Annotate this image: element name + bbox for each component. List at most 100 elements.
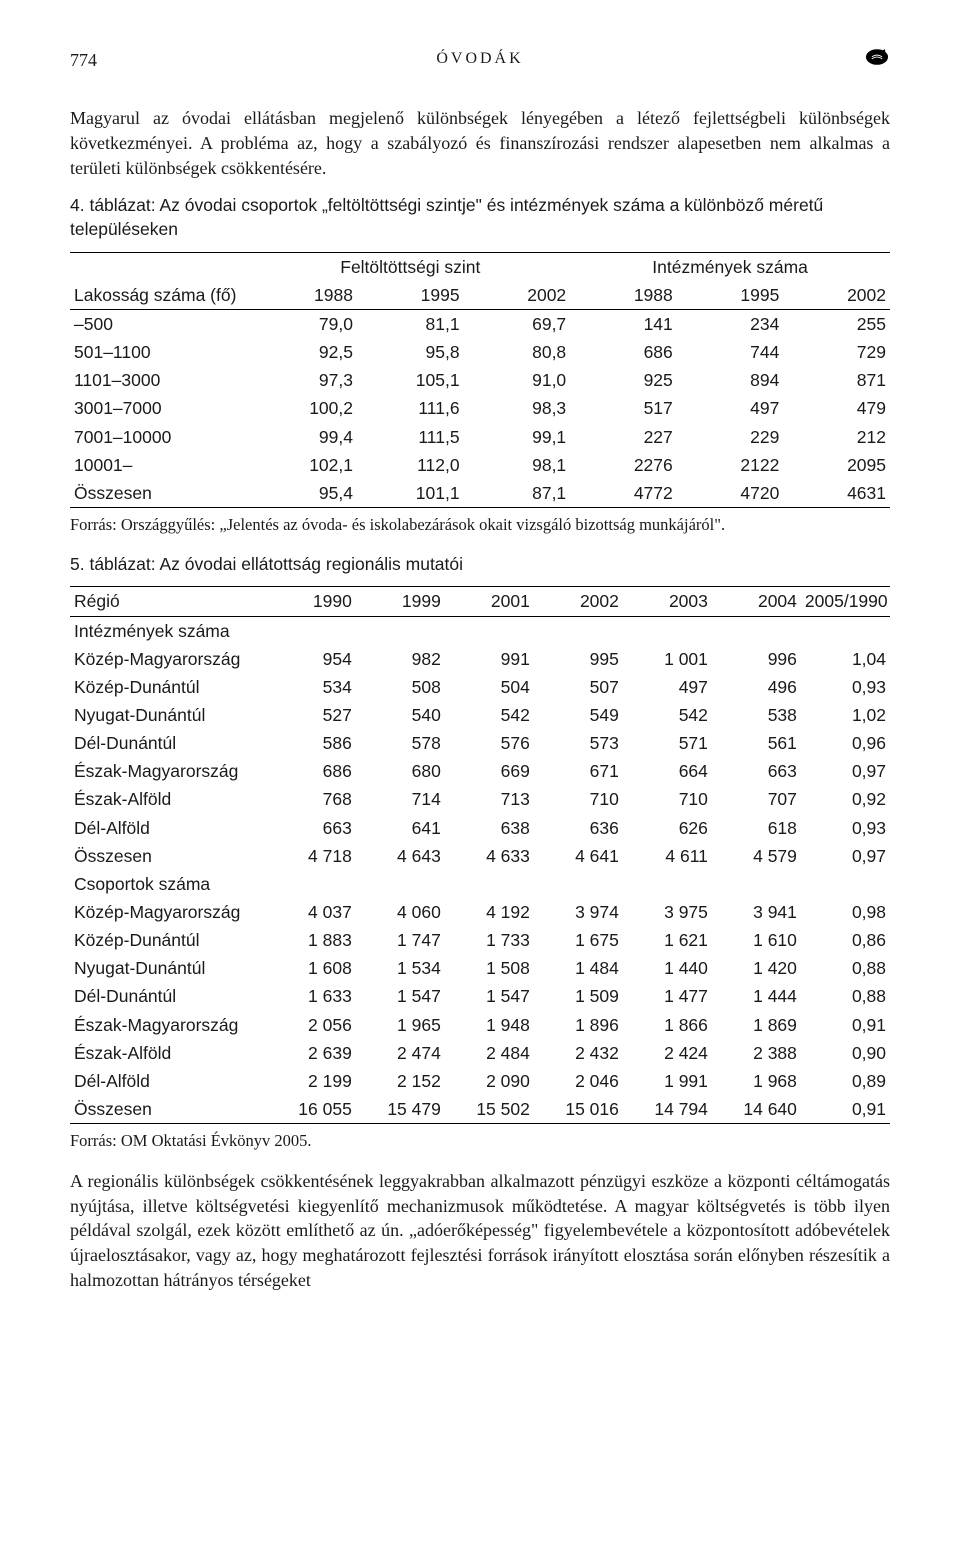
table-cell: 0,88 xyxy=(801,954,890,982)
table-cell: 995 xyxy=(534,645,623,673)
table-row-label: Észak-Alföld xyxy=(70,785,267,813)
table-cell: 0,88 xyxy=(801,982,890,1010)
table-cell: 1 991 xyxy=(623,1067,712,1095)
table-cell: 2 199 xyxy=(267,1067,356,1095)
table-cell: 982 xyxy=(356,645,445,673)
table-cell: 2 090 xyxy=(445,1067,534,1095)
table-cell: 92,5 xyxy=(250,338,357,366)
table-cell: 1 420 xyxy=(712,954,801,982)
table-cell: 141 xyxy=(570,310,677,339)
table-cell: 1 883 xyxy=(267,926,356,954)
table-cell: 894 xyxy=(677,366,784,394)
table-row-label: Észak-Magyarország xyxy=(70,757,267,785)
table-cell: 14 640 xyxy=(712,1095,801,1124)
table-cell: 2 424 xyxy=(623,1039,712,1067)
table-row-label: 1101–3000 xyxy=(70,366,250,394)
table5-col-header: 2005/1990 xyxy=(801,587,890,616)
table-cell: 112,0 xyxy=(357,451,464,479)
table-cell: 69,7 xyxy=(464,310,571,339)
table-row-label: Közép-Magyarország xyxy=(70,898,267,926)
table4-source: Forrás: Országgyűlés: „Jelentés az óvoda… xyxy=(70,514,890,537)
table-cell: 534 xyxy=(267,673,356,701)
table-row-label: Összesen xyxy=(70,1095,267,1124)
table-cell: 1 675 xyxy=(534,926,623,954)
table-row-label: Közép-Dunántúl xyxy=(70,673,267,701)
table4-group-header-1: Feltöltöttségi szint xyxy=(250,252,570,281)
table-cell: 0,91 xyxy=(801,1011,890,1039)
table-cell: 4 037 xyxy=(267,898,356,926)
table-cell: 576 xyxy=(445,729,534,757)
table-cell: 0,91 xyxy=(801,1095,890,1124)
table-cell: 80,8 xyxy=(464,338,571,366)
table4-caption: 4. táblázat: Az óvodai csoportok „feltöl… xyxy=(70,194,890,241)
table-cell: 0,97 xyxy=(801,757,890,785)
table5-col-header: 1999 xyxy=(356,587,445,616)
table-cell: 255 xyxy=(783,310,890,339)
table-cell: 1 001 xyxy=(623,645,712,673)
table-cell: 1 733 xyxy=(445,926,534,954)
table-cell: 497 xyxy=(677,394,784,422)
table5-col-header: 2002 xyxy=(534,587,623,616)
table-cell: 1 965 xyxy=(356,1011,445,1039)
table-cell: 100,2 xyxy=(250,394,357,422)
table-cell: 729 xyxy=(783,338,890,366)
table-cell: 4 718 xyxy=(267,842,356,870)
table4-col-year: 1988 xyxy=(250,281,357,310)
table-row-label: Összesen xyxy=(70,842,267,870)
table-cell: 212 xyxy=(783,423,890,451)
table-row-label: Észak-Alföld xyxy=(70,1039,267,1067)
table-cell: 4 192 xyxy=(445,898,534,926)
table-cell: 527 xyxy=(267,701,356,729)
table-cell: 664 xyxy=(623,757,712,785)
table-cell: 707 xyxy=(712,785,801,813)
table4-col-year: 1995 xyxy=(677,281,784,310)
table-cell: 2 484 xyxy=(445,1039,534,1067)
table-cell: 507 xyxy=(534,673,623,701)
table-cell: 571 xyxy=(623,729,712,757)
table-cell: 15 502 xyxy=(445,1095,534,1124)
table-row-label: Összesen xyxy=(70,479,250,508)
table-cell: 1 547 xyxy=(356,982,445,1010)
table-cell: 710 xyxy=(534,785,623,813)
table-cell: 0,97 xyxy=(801,842,890,870)
table-cell: 626 xyxy=(623,814,712,842)
table-row-label: Nyugat-Dunántúl xyxy=(70,954,267,982)
table-cell: 1 747 xyxy=(356,926,445,954)
table-cell: 636 xyxy=(534,814,623,842)
table-cell: 87,1 xyxy=(464,479,571,508)
table-cell: 105,1 xyxy=(357,366,464,394)
table-row-label: 10001– xyxy=(70,451,250,479)
table-cell: 954 xyxy=(267,645,356,673)
table-cell: 517 xyxy=(570,394,677,422)
table-row-label: Dél-Dunántúl xyxy=(70,982,267,1010)
table-cell: 95,4 xyxy=(250,479,357,508)
table-cell: 3 941 xyxy=(712,898,801,926)
table-cell: 14 794 xyxy=(623,1095,712,1124)
table-cell: 1 869 xyxy=(712,1011,801,1039)
table-cell: 4631 xyxy=(783,479,890,508)
table-cell: 4 633 xyxy=(445,842,534,870)
table-cell: 234 xyxy=(677,310,784,339)
table-cell: 3 974 xyxy=(534,898,623,926)
table-cell: 98,3 xyxy=(464,394,571,422)
table-row-label: Nyugat-Dunántúl xyxy=(70,701,267,729)
table-cell: 578 xyxy=(356,729,445,757)
table-cell: 1 621 xyxy=(623,926,712,954)
table-cell: 1,02 xyxy=(801,701,890,729)
table-cell: 996 xyxy=(712,645,801,673)
table-row-label: 501–1100 xyxy=(70,338,250,366)
table-cell: 686 xyxy=(570,338,677,366)
table-row-label: Dél-Alföld xyxy=(70,814,267,842)
table-cell: 1 633 xyxy=(267,982,356,1010)
table-cell: 479 xyxy=(783,394,890,422)
table-cell: 0,90 xyxy=(801,1039,890,1067)
table-cell: 1 896 xyxy=(534,1011,623,1039)
table-cell: 95,8 xyxy=(357,338,464,366)
table-cell: 714 xyxy=(356,785,445,813)
book-page-icon xyxy=(864,44,890,70)
table-cell: 102,1 xyxy=(250,451,357,479)
table-cell: 2 639 xyxy=(267,1039,356,1067)
table5-col-header: 2004 xyxy=(712,587,801,616)
table-cell: 1 534 xyxy=(356,954,445,982)
table-cell: 586 xyxy=(267,729,356,757)
